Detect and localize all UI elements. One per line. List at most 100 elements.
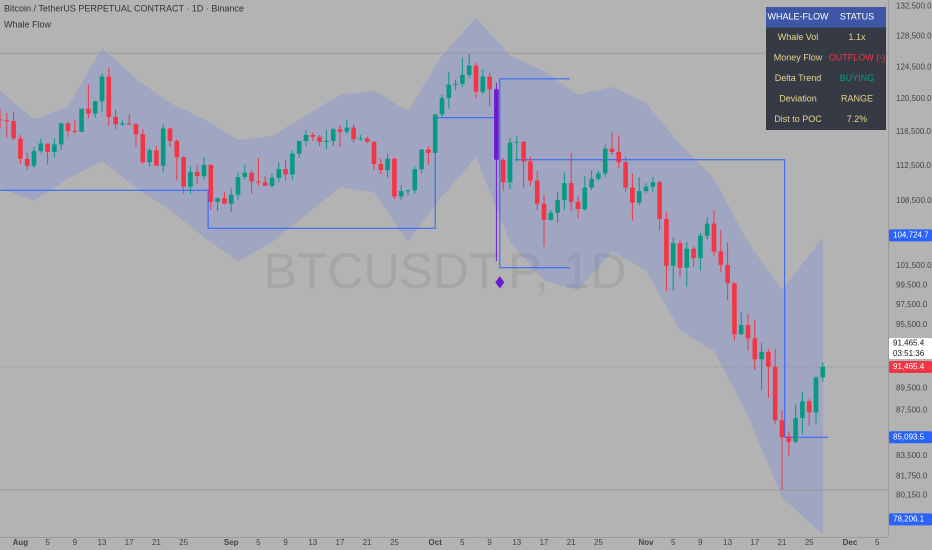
x-tick-label: 5 xyxy=(671,538,676,547)
y-tick-label: 99,500.0 xyxy=(896,280,928,289)
y-tick-label: 112,500.0 xyxy=(896,161,932,170)
signal-marker xyxy=(495,276,505,289)
candle-body xyxy=(800,401,805,418)
candle-body xyxy=(480,76,486,92)
x-tick-label: Aug xyxy=(13,538,29,547)
x-tick-label: 21 xyxy=(152,538,161,547)
x-tick-label: 5 xyxy=(875,538,880,547)
candle-body xyxy=(126,123,132,125)
table-value: BUYING xyxy=(840,73,875,83)
candle-body xyxy=(283,169,288,175)
table-label: Delta Trend xyxy=(775,73,822,83)
x-tick-label: 21 xyxy=(567,538,576,547)
candle-body xyxy=(562,183,567,201)
candle-body xyxy=(58,123,64,145)
candle-body xyxy=(487,76,492,90)
candle-body xyxy=(698,235,703,259)
candle-body xyxy=(426,149,431,153)
candle-body xyxy=(24,158,30,166)
candle-body xyxy=(793,417,798,442)
candle-body xyxy=(38,143,44,152)
price-label-box xyxy=(889,513,932,526)
table-header-background xyxy=(766,7,886,28)
y-tick-label: 116,500.0 xyxy=(896,127,932,136)
candle-body xyxy=(405,190,411,192)
candle-body xyxy=(568,183,574,202)
candle-body xyxy=(759,351,764,360)
price-label: 78,206.1 xyxy=(893,514,925,523)
candle-body xyxy=(228,194,234,204)
candle-body xyxy=(371,141,377,164)
candle-body xyxy=(704,223,710,236)
candle-body xyxy=(256,181,261,183)
table-value: 1.1x xyxy=(848,32,866,42)
candle-body xyxy=(738,325,744,335)
candle-body xyxy=(296,140,302,154)
candle-body xyxy=(65,123,71,131)
candle-body xyxy=(378,163,384,171)
table-value: RANGE xyxy=(841,94,873,104)
table-value: 7.2% xyxy=(847,114,868,124)
x-tick-label: 21 xyxy=(778,538,787,547)
candle-body xyxy=(602,148,608,174)
last-price-box xyxy=(889,338,932,360)
candle-body xyxy=(609,148,615,152)
table-header: WHALE-FLOW xyxy=(767,12,829,22)
candle-body xyxy=(120,123,125,125)
last-price-label: 91,465.4 xyxy=(893,339,925,348)
y-tick-label: 128,500.0 xyxy=(896,32,932,41)
candle-body xyxy=(494,89,499,160)
envelope-area xyxy=(0,17,823,535)
candle-body xyxy=(813,377,819,413)
candle-body xyxy=(650,182,656,187)
x-tick-label: 25 xyxy=(805,538,814,547)
candle-body xyxy=(718,251,724,265)
candle-body xyxy=(439,98,445,115)
candle-body xyxy=(364,138,370,142)
candle-body xyxy=(786,437,792,442)
candle-body xyxy=(310,135,316,137)
candle-body xyxy=(766,351,771,367)
candle-body xyxy=(72,130,78,132)
candle-body xyxy=(133,124,139,135)
candle-body xyxy=(670,243,676,266)
candle-body xyxy=(541,203,547,220)
candle-body xyxy=(262,182,268,186)
candle-body xyxy=(11,120,16,139)
x-tick-label: 17 xyxy=(750,538,759,547)
candle-body xyxy=(528,161,533,181)
x-tick-label: Oct xyxy=(429,538,443,547)
candle-body xyxy=(174,140,180,158)
current-price-box xyxy=(889,361,932,374)
x-tick-label: Dec xyxy=(843,538,858,547)
table-label: Money Flow xyxy=(774,53,823,63)
candle-body xyxy=(249,172,254,182)
candle-body xyxy=(677,243,683,268)
y-tick-label: 120,500.0 xyxy=(896,94,932,103)
candle-body xyxy=(575,201,581,210)
candle-body xyxy=(330,129,336,141)
candle-body xyxy=(99,76,105,102)
candle-body xyxy=(0,119,3,121)
candle-body xyxy=(691,248,696,259)
candle-body xyxy=(222,198,227,204)
candle-body xyxy=(92,101,98,114)
candle-body xyxy=(589,178,594,188)
price-label: 104,724.7 xyxy=(893,230,929,239)
candle-body xyxy=(18,138,23,159)
candle-body xyxy=(385,158,390,171)
status-table: WHALE-FLOW STATUS Whale Vol 1.1x Money Flow O… xyxy=(766,7,886,130)
candle-body xyxy=(317,136,322,142)
candle-body xyxy=(113,116,118,125)
x-tick-label: 9 xyxy=(283,538,288,547)
candle-body xyxy=(453,83,458,85)
candle-body xyxy=(684,248,690,268)
candle-body xyxy=(521,141,526,162)
candle-body xyxy=(4,120,10,122)
candle-body xyxy=(344,127,350,132)
y-tick-label: 95,500.0 xyxy=(896,320,928,329)
candle-body xyxy=(167,128,173,141)
candle-body xyxy=(106,76,112,117)
candle-body xyxy=(324,140,329,142)
